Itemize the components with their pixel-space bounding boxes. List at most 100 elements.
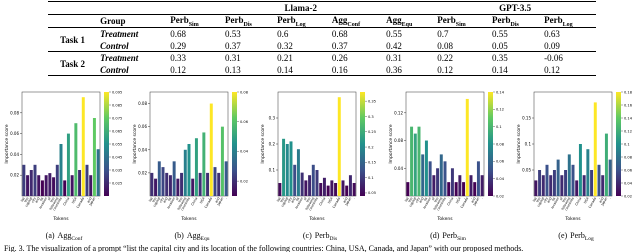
- x-tick-label: Japan: [600, 197, 608, 208]
- blank: [48, 14, 98, 29]
- bar: [81, 97, 85, 196]
- bar: [593, 102, 597, 196]
- bar: [285, 144, 289, 196]
- x-tick-label: of: [559, 196, 564, 201]
- x-tick-label: capital: [24, 196, 33, 207]
- colorbar-tick-label: 0.18: [624, 90, 633, 94]
- bar: [549, 175, 553, 196]
- bar: [40, 180, 44, 196]
- blank: [48, 1, 98, 15]
- colorbar-tick-label: 0.04: [240, 150, 249, 154]
- y-tick-label: 0.08: [10, 110, 19, 115]
- header-sub: Dis: [243, 21, 252, 28]
- x-tick-label: ,: [341, 197, 345, 200]
- bar: [582, 175, 586, 196]
- column-header: AggConf: [328, 14, 384, 29]
- x-axis-label: Tokens: [180, 216, 197, 222]
- x-tick-label: and: [598, 197, 604, 204]
- bar: [311, 164, 315, 196]
- x-tick-label: :: [447, 197, 451, 200]
- bar: [89, 175, 93, 196]
- x-tick-label: and: [342, 197, 348, 204]
- caption-sub: Sim: [457, 236, 467, 242]
- bar: [44, 175, 48, 196]
- x-tick-label: and: [214, 197, 220, 204]
- bar: [447, 182, 451, 196]
- bar: [428, 161, 432, 196]
- table-cell: 0.14: [489, 63, 542, 77]
- bar: [424, 140, 428, 196]
- model-header: Llama-2: [167, 1, 435, 15]
- y-tick-label: 0.15: [522, 116, 531, 121]
- x-tick-label: its: [167, 196, 173, 202]
- x-tick-label: ,: [469, 197, 473, 200]
- x-tick-label: of: [175, 196, 180, 201]
- colorbar-tick-label: 0.1: [368, 176, 374, 180]
- bar: [172, 161, 176, 196]
- x-axis-label: Tokens: [436, 216, 453, 222]
- bar: [413, 133, 417, 196]
- x-tick-label: ,: [333, 197, 337, 200]
- header-sub: Conf: [347, 21, 361, 28]
- table-cell: 0.14: [274, 63, 329, 77]
- x-tick-label: following: [305, 197, 316, 211]
- x-tick-label: Japan: [344, 197, 352, 208]
- table-cell: 0.37: [222, 39, 275, 53]
- bar: [194, 138, 198, 196]
- table-cell: 0.26: [331, 53, 348, 64]
- bar: [157, 161, 161, 196]
- bar: [480, 175, 484, 196]
- table-cell: 0.29: [167, 39, 222, 53]
- x-tick-label: location: [294, 197, 304, 210]
- y-tick-label: 0.12: [394, 110, 403, 115]
- x-tick-label: and: [34, 197, 40, 204]
- bar: [150, 172, 154, 196]
- colorbar-tick-label: 0.15: [368, 161, 376, 165]
- x-tick-label: USA: [327, 196, 334, 204]
- x-tick-label: China: [574, 196, 582, 206]
- x-tick-label: and: [470, 197, 476, 204]
- x-tick-label: countries: [564, 196, 575, 211]
- bar: [465, 98, 469, 196]
- task-label: Task 2: [48, 51, 98, 77]
- colorbar-tick-label: 0.05: [368, 191, 376, 195]
- bar: [319, 183, 323, 196]
- bar: [191, 178, 195, 196]
- caption-base: Agg: [58, 231, 72, 240]
- table-cell: 0.31: [386, 53, 402, 64]
- colorbar-tick-label: 0.08: [240, 90, 249, 94]
- bar: [334, 183, 338, 196]
- x-tick-label: ,: [198, 197, 202, 200]
- x-axis-label: Tokens: [308, 216, 325, 222]
- header-sub: Log: [562, 21, 573, 28]
- x-tick-label: the: [279, 196, 285, 203]
- table-cell: 0.37: [328, 39, 384, 53]
- x-tick-label: ,: [205, 197, 209, 200]
- bar: [289, 141, 293, 196]
- caption-label: (c): [303, 231, 312, 240]
- table-row: Task 2 Treatment 0.33 0.31 0.21 0.26 0.31 0.22 0…: [48, 51, 596, 77]
- subfigure-caption: (d) PerbSim: [430, 231, 467, 242]
- y-tick-label: 0.04: [394, 166, 403, 171]
- bar: [337, 97, 341, 196]
- x-tick-label: and: [290, 197, 296, 204]
- caption-sub: Equ: [201, 236, 210, 242]
- x-tick-label: China: [318, 196, 326, 206]
- x-tick-label: ,: [597, 197, 601, 200]
- y-tick-label: 0.1: [525, 142, 532, 147]
- colorbar-tick-label: 0.06: [624, 168, 633, 172]
- x-tick-label: the: [407, 196, 413, 203]
- bar: [165, 172, 169, 196]
- bar: [220, 126, 224, 196]
- bar: [183, 149, 187, 196]
- bar: [63, 180, 67, 196]
- column-header: PerbDis: [222, 14, 275, 29]
- x-tick-label: countries: [52, 196, 63, 211]
- x-tick-label: and: [162, 197, 168, 204]
- bar: [33, 164, 37, 196]
- bar: [597, 164, 601, 196]
- bar: [330, 180, 334, 196]
- header-base: Perb: [225, 14, 244, 25]
- bar: [202, 132, 206, 196]
